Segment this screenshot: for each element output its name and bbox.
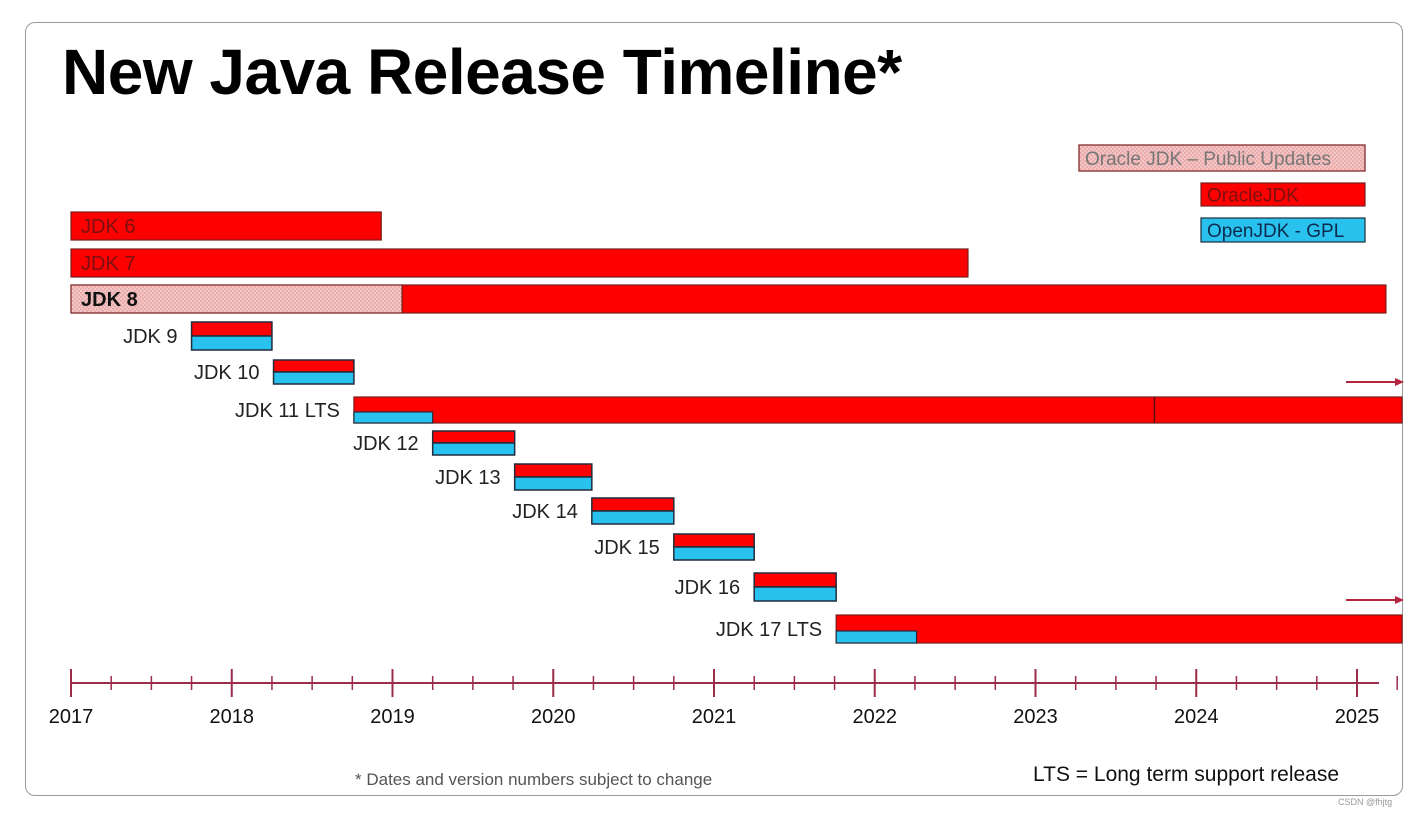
jdk-7-oracle-bar [70, 248, 969, 278]
jdk-11-lts-arrowhead [1395, 378, 1404, 386]
year-label-2025: 2025 [1335, 706, 1380, 728]
legend-swatch-openjdk [1200, 217, 1366, 243]
jdk-12-oracle-bar [431, 430, 516, 444]
release-jdk-9: JDK 9 [123, 321, 273, 351]
year-label-2020: 2020 [531, 706, 576, 728]
jdk-9-label: JDK 9 [123, 326, 177, 348]
jdk-15-label: JDK 15 [594, 537, 660, 559]
year-label-2018: 2018 [210, 706, 255, 728]
jdk-10-label: JDK 10 [194, 362, 260, 384]
legend-public-updates: Oracle JDK – Public Updates [1078, 144, 1366, 172]
jdk-13-openjdk-bar [513, 476, 593, 491]
watermark: CSDN @fhjtg [1338, 797, 1393, 807]
jdk-12-label: JDK 12 [353, 433, 419, 455]
jdk-11-lts-label: JDK 11 LTS [235, 400, 340, 422]
release-jdk-8: JDK 8 [70, 284, 1387, 314]
jdk-8-label: JDK 8 [81, 289, 138, 311]
year-label-2023: 2023 [1013, 706, 1058, 728]
jdk-16-oracle-bar [753, 572, 837, 588]
release-jdk-7: JDK 7 [70, 248, 969, 278]
jdk-13-label: JDK 13 [435, 467, 501, 489]
legend-label-oracle: OracleJDK [1207, 186, 1299, 207]
legend-oracle: OracleJDK [1200, 182, 1366, 207]
legend-swatch-public-updates [1078, 144, 1366, 172]
release-jdk-14: JDK 14 [512, 497, 675, 525]
jdk-10-openjdk-bar [272, 371, 355, 385]
release-jdk-13: JDK 13 [435, 463, 593, 491]
year-label-2022: 2022 [853, 706, 898, 728]
jdk-15-oracle-bar [673, 533, 755, 548]
jdk-12-openjdk-bar [431, 442, 516, 456]
jdk-16-openjdk-bar [753, 586, 837, 602]
jdk-9-oracle-bar [190, 321, 273, 337]
jdk-6-label: JDK 6 [81, 216, 135, 238]
jdk-8-public-updates-bar [70, 284, 403, 314]
jdk-8-oracle-bar [401, 284, 1387, 314]
jdk-15-openjdk-bar [673, 546, 755, 561]
legend-swatch-oracle [1200, 182, 1366, 207]
page-title: New Java Release Timeline* [62, 36, 902, 108]
year-label-2024: 2024 [1174, 706, 1219, 728]
legend-label-public-updates: Oracle JDK – Public Updates [1085, 149, 1331, 170]
year-label-2017: 2017 [49, 706, 94, 728]
jdk-14-openjdk-bar [591, 510, 675, 525]
jdk-7-label: JDK 7 [81, 253, 135, 275]
jdk-11-lts-openjdk-bar [353, 411, 434, 424]
release-jdk-16: JDK 16 [675, 572, 837, 602]
release-jdk-15: JDK 15 [594, 533, 755, 561]
footnote: * Dates and version numbers subject to c… [355, 770, 713, 789]
jdk-10-oracle-bar [272, 359, 355, 373]
jdk-17-lts-label: JDK 17 LTS [716, 619, 822, 641]
jdk-17-lts-oracle-bar [835, 614, 1403, 644]
jdk-17-lts-openjdk-bar [835, 630, 918, 644]
jdk-16-label: JDK 16 [675, 577, 741, 599]
year-label-2019: 2019 [370, 706, 415, 728]
release-jdk-17-lts: JDK 17 LTS [716, 596, 1404, 644]
jdk-6-oracle-bar [70, 211, 382, 241]
release-jdk-11-lts: JDK 11 LTS [235, 378, 1404, 424]
legend-label-openjdk: OpenJDK - GPL [1207, 221, 1344, 242]
release-jdk-10: JDK 10 [194, 359, 355, 385]
jdk-17-lts-arrowhead [1395, 596, 1404, 604]
year-label-2021: 2021 [692, 706, 737, 728]
release-jdk-6: JDK 6 [70, 211, 382, 241]
jdk-9-openjdk-bar [190, 335, 273, 351]
jdk-14-oracle-bar [591, 497, 675, 512]
release-jdk-12: JDK 12 [353, 430, 516, 456]
lts-note: LTS = Long term support release [1033, 763, 1340, 786]
jdk-14-label: JDK 14 [512, 501, 578, 523]
jdk-11-lts-oracle-bar [353, 396, 1403, 424]
jdk-13-oracle-bar [513, 463, 593, 478]
legend-openjdk: OpenJDK - GPL [1200, 217, 1366, 243]
